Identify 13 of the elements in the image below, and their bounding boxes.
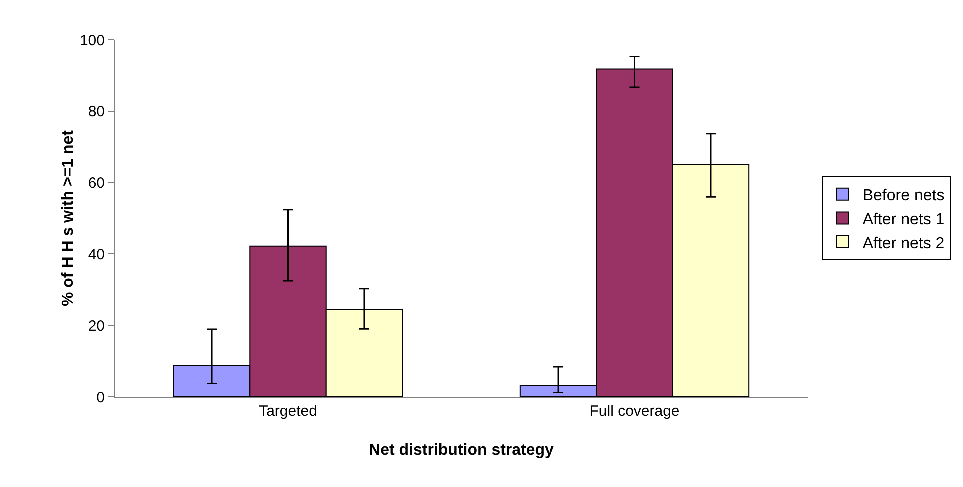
legend-label: After nets 2 (862, 235, 945, 252)
legend-label: After nets 1 (862, 211, 945, 228)
x-axis-title: Net distribution strategy (369, 442, 554, 459)
y-axis-title: % of H H s with >=1 net (60, 130, 77, 307)
y-tick-label: 80 (88, 104, 105, 121)
x-tick-label: Targeted (259, 403, 318, 420)
y-tick-label: 0 (96, 389, 105, 406)
legend-label: Before nets (862, 188, 945, 205)
y-tick-label: 40 (88, 246, 105, 264)
y-tick-label: 100 (80, 32, 105, 50)
y-tick-label: 20 (88, 318, 105, 335)
x-tick-label: Full coverage (590, 403, 680, 420)
y-tick-label: 60 (88, 175, 105, 192)
